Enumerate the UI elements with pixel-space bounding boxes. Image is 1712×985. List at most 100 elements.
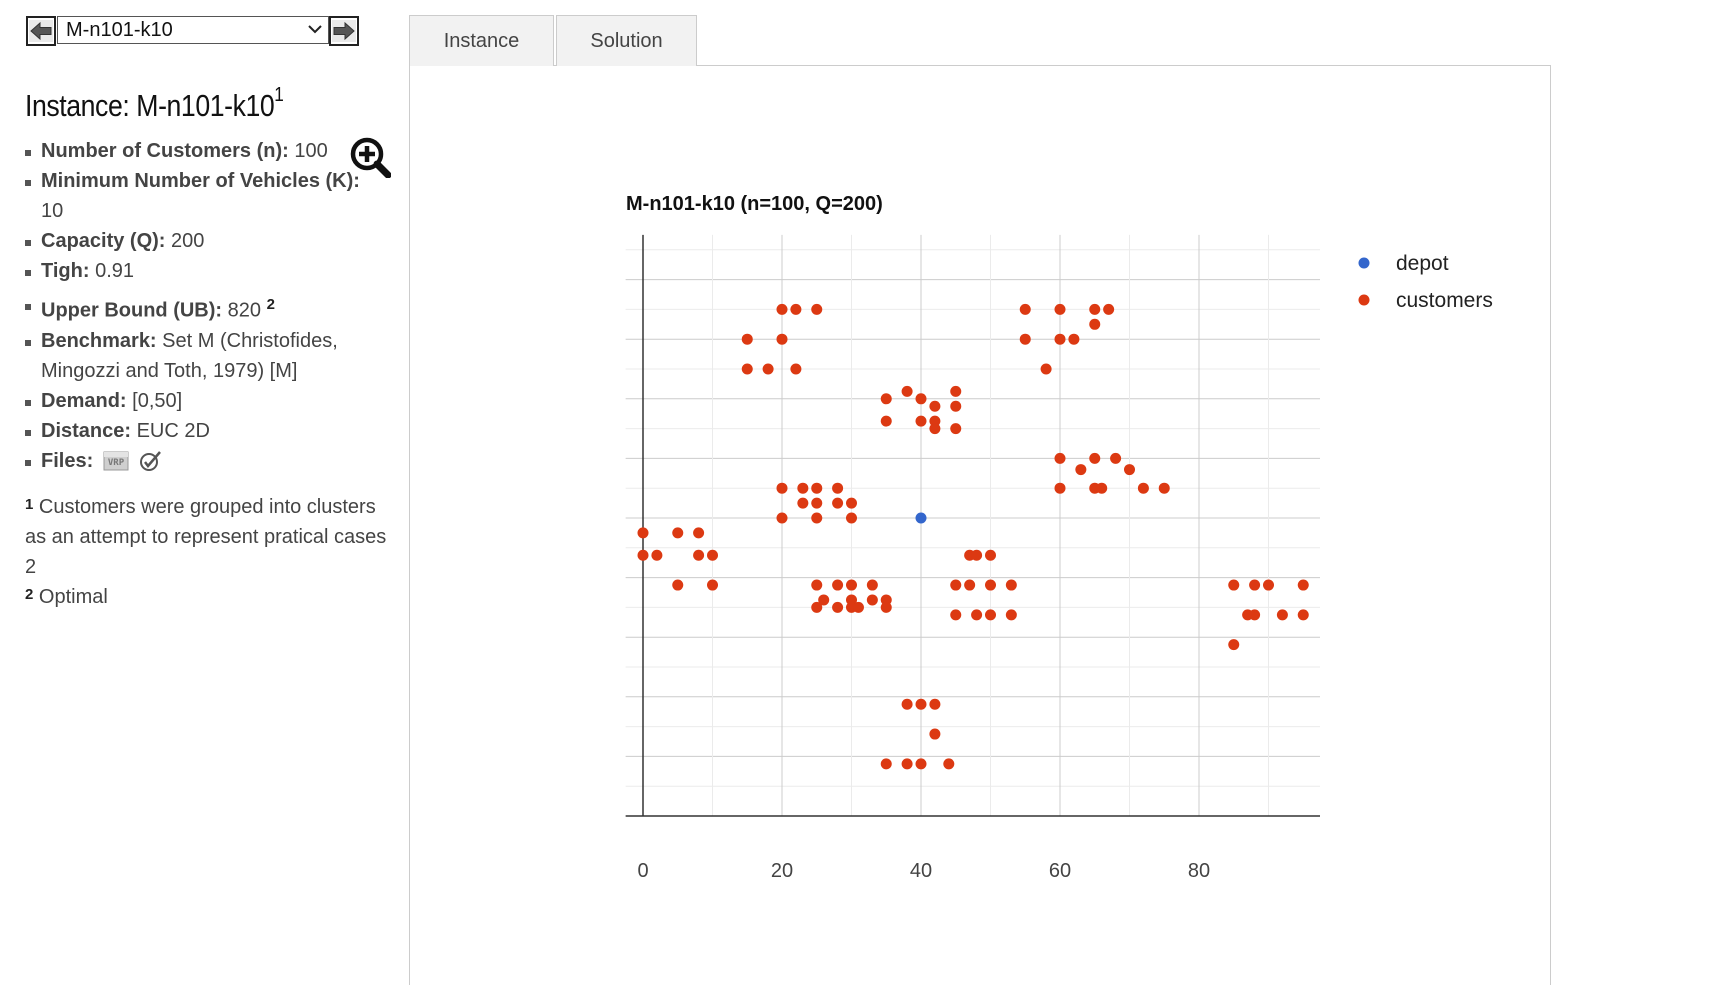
tab-instance[interactable]: Instance [409,15,554,66]
tab-label: Solution [590,29,663,52]
field-label: Distance: [41,419,132,442]
customer-point [1054,333,1066,345]
solution-file-icon[interactable] [138,449,164,473]
footnote-ref: 2 [266,296,275,313]
customer-point [1297,579,1309,591]
customer-point [651,549,663,561]
customer-point [915,393,927,405]
customer-point [1054,303,1066,315]
field-value: 100 [288,140,328,162]
customer-point [790,303,802,315]
instance-info-list: Number of Customers (n): 100 Minimum Num… [23,136,383,476]
customer-point [964,579,976,591]
customer-point [1068,333,1080,345]
customer-point [985,609,996,621]
customer-point [1040,363,1052,375]
customer-point [985,549,996,561]
customer-point [915,415,927,427]
customer-point [1103,303,1115,315]
legend-label-depot: depot [1396,252,1449,275]
instance-select[interactable]: M-n101-k10 [57,16,329,44]
customer-point [762,363,774,375]
vrp-file-icon[interactable]: VRP [103,450,129,472]
customer-point [866,579,878,591]
field-label: Tigh: [41,260,90,282]
field-label: Upper Bound (UB): [41,299,223,322]
customer-point [693,549,705,561]
customer-point [811,482,823,494]
customer-point [901,758,913,770]
customer-point [811,601,823,613]
instance-name: M-n101-k10 [136,88,275,123]
field-demand: Demand: [0,50] [23,386,383,416]
depot-point [915,512,927,524]
customer-point [741,363,753,375]
customer-point [1228,579,1240,591]
customer-point [971,609,983,621]
customer-point [1054,452,1066,464]
legend-marker-customers [1358,294,1370,306]
field-upper-bound: Upper Bound (UB): 820 2 [23,290,383,326]
customer-point [1019,333,1031,345]
customer-point [846,579,857,591]
customer-point [672,527,684,539]
customer-point [776,512,788,524]
next-instance-button[interactable] [329,16,359,46]
chevron-down-icon [308,25,322,34]
customer-point [929,423,941,435]
customer-point [818,594,830,606]
tab-solution[interactable]: Solution [556,15,697,66]
customer-point [929,728,941,740]
customer-point [776,333,788,345]
footnote-number: 2 [25,586,34,603]
customer-point [1137,482,1149,494]
footnote-text: Customers were grouped into clusters as … [25,496,387,578]
customer-point [880,393,892,405]
customer-point [880,601,892,613]
customer-point [832,482,844,494]
x-tick-label: 80 [1188,860,1210,882]
svg-text:VRP: VRP [108,458,125,468]
x-tick-label: 20 [771,860,793,882]
field-min-vehicles: Minimum Number of Vehicles (K): 10 [23,166,383,226]
field-files: Files: VRP [23,446,383,476]
customer-point [985,579,996,591]
field-value: 200 [165,230,205,252]
field-value: 10 [41,200,64,222]
customer-point [852,601,864,613]
customer-point [811,303,823,315]
zoom-in-button[interactable] [349,136,392,183]
customer-point [1005,609,1017,621]
customer-point [790,363,802,375]
customer-point [846,512,857,524]
chart-title: M-n101-k10 (n=100, Q=200) [626,193,883,215]
customer-point [1089,318,1101,330]
footnote-text: Optimal [33,586,108,608]
field-label: Demand: [41,389,127,412]
customer-point [929,698,941,710]
customer-point [811,512,823,524]
selected-instance-text: M-n101-k10 [66,19,173,41]
previous-instance-button[interactable] [26,16,56,46]
footnote-number: 1 [25,496,34,513]
field-distance: Distance: EUC 2D [23,416,383,446]
arrow-right-icon [332,20,356,42]
customer-point [693,527,705,539]
customer-point [741,333,753,345]
x-tick-label: 0 [637,860,648,882]
field-tigh: Tigh: 0.91 [23,256,383,286]
customer-point [846,497,857,509]
customer-point [1249,579,1261,591]
customer-point [1089,303,1101,315]
customer-point [776,482,788,494]
customer-point [950,385,962,397]
legend-label-customers: customers [1396,289,1493,312]
field-value: EUC 2D [131,419,210,442]
customer-point [637,527,649,539]
customer-point [1228,639,1240,651]
field-customers: Number of Customers (n): 100 [23,136,383,166]
customer-point [971,549,983,561]
customer-point [811,497,823,509]
customer-point [1249,609,1261,621]
field-benchmark: Benchmark: Set M (Christofides, Mingozzi… [23,326,383,386]
